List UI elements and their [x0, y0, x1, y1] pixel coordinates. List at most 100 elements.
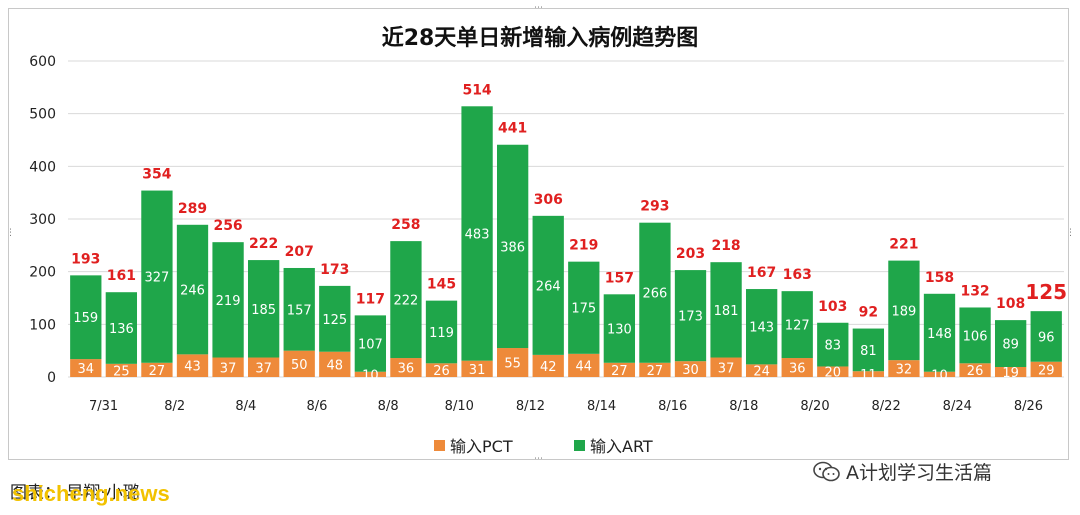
- bar-art: [354, 315, 387, 372]
- data-label-total: 103: [818, 299, 847, 315]
- data-label-art: 89: [1002, 338, 1019, 353]
- data-label-pct: 24: [753, 365, 770, 380]
- legend-pct-swatch: [434, 439, 445, 451]
- resize-handle-right[interactable]: ⋮: [1066, 228, 1075, 238]
- data-label-pct: 20: [825, 366, 842, 381]
- data-label-pct: 10: [362, 368, 379, 383]
- bar-art: [319, 285, 351, 352]
- bar-art: [923, 293, 956, 372]
- data-label-total: 289: [178, 201, 207, 217]
- data-label-pct: 27: [149, 364, 166, 379]
- bar-pct: [781, 358, 813, 377]
- data-label-total: 256: [213, 218, 242, 234]
- bar-art: [568, 261, 600, 354]
- x-tick-label: 8/14: [587, 399, 616, 414]
- bar-art: [888, 260, 920, 361]
- bar-art: [247, 260, 280, 358]
- legend-art-swatch: [574, 439, 585, 451]
- data-label-total: 117: [356, 291, 385, 307]
- resize-handle-top[interactable]: ⋯: [534, 3, 543, 13]
- bar-art: [817, 322, 849, 367]
- data-label-total: 193: [71, 251, 100, 267]
- data-label-art: 148: [927, 327, 952, 342]
- bar-art: [461, 106, 493, 361]
- data-label-pct: 27: [611, 364, 628, 379]
- y-tick-label: 100: [29, 317, 56, 333]
- x-tick-label: 8/8: [378, 399, 399, 414]
- bar-pct: [283, 350, 315, 377]
- data-label-pct: 36: [398, 362, 415, 377]
- data-label-total: 218: [711, 238, 740, 254]
- data-label-art: 181: [714, 304, 739, 319]
- data-label-total: 514: [462, 82, 491, 98]
- data-label-total: 125: [1025, 280, 1067, 304]
- bar-pct: [532, 354, 564, 377]
- data-label-pct: 42: [540, 360, 557, 375]
- x-tick-label: 8/26: [1014, 399, 1043, 414]
- data-label-art: 175: [571, 302, 596, 317]
- chart-credit: 图表： 早翔·小璐: [10, 483, 140, 503]
- data-label-art: 173: [678, 310, 703, 325]
- bar-pct: [603, 362, 636, 377]
- legend-pct: 输入PCT: [434, 433, 513, 457]
- bar-art: [105, 292, 138, 364]
- data-label-art: 81: [860, 344, 877, 359]
- data-label-pct: 37: [255, 361, 272, 376]
- data-label-total: 354: [142, 167, 171, 183]
- data-label-pct: 30: [682, 363, 699, 378]
- data-label-art: 130: [607, 323, 632, 338]
- data-label-art: 219: [216, 294, 241, 309]
- y-tick-label: 200: [29, 265, 56, 281]
- bar-pct: [852, 371, 885, 377]
- bar-art: [496, 144, 529, 349]
- bar-art: [532, 215, 564, 355]
- x-tick-label: 8/2: [164, 399, 185, 414]
- data-label-total: 157: [605, 270, 634, 286]
- wechat-icon: [813, 461, 840, 481]
- bar-art: [212, 242, 244, 358]
- y-tick-label: 600: [29, 54, 56, 70]
- y-tick-label: 500: [29, 107, 56, 123]
- x-tick-label: 8/24: [943, 399, 972, 414]
- bar-pct: [141, 362, 173, 377]
- data-label-total: 161: [107, 268, 136, 284]
- data-label-art: 136: [109, 322, 134, 337]
- bar-pct: [354, 371, 387, 377]
- bar-pct: [568, 353, 600, 377]
- x-tick-label: 8/20: [800, 399, 829, 414]
- bar-pct: [390, 358, 422, 377]
- bar-pct: [923, 371, 956, 377]
- data-label-total: 203: [676, 246, 705, 262]
- bar-art: [639, 222, 671, 363]
- bar-pct: [674, 361, 707, 377]
- data-label-pct: 29: [1038, 363, 1055, 378]
- bar-pct: [105, 363, 138, 377]
- chart-title: 近28天单日新增输入病例趋势图: [381, 26, 699, 51]
- bar-art: [710, 262, 742, 358]
- data-label-pct: 43: [184, 360, 201, 375]
- x-tick-label: 8/12: [516, 399, 545, 414]
- data-label-art: 107: [358, 338, 383, 353]
- resize-handle-left[interactable]: ⋮: [6, 228, 15, 238]
- data-label-total: 207: [285, 244, 314, 260]
- data-label-pct: 44: [576, 359, 593, 374]
- data-label-pct: 36: [789, 362, 806, 377]
- data-label-pct: 32: [896, 363, 913, 378]
- data-label-pct: 37: [718, 361, 735, 376]
- data-label-art: 119: [429, 326, 454, 341]
- resize-handle-bottom[interactable]: ⋯: [534, 454, 543, 464]
- bar-art: [283, 267, 315, 351]
- x-tick-label: 8/22: [872, 399, 901, 414]
- bar-pct: [959, 363, 991, 377]
- data-label-total: 219: [569, 238, 598, 254]
- data-label-art: 143: [749, 321, 774, 336]
- bar-art: [994, 320, 1027, 367]
- data-label-total: 132: [960, 283, 989, 299]
- data-label-pct: 11: [860, 368, 877, 383]
- bar-art: [390, 241, 422, 359]
- data-label-art: 185: [251, 303, 276, 318]
- legend-art-label: 输入ART: [590, 437, 653, 456]
- watermark: A计划学习生活篇: [812, 458, 992, 485]
- data-label-pct: 48: [327, 358, 344, 373]
